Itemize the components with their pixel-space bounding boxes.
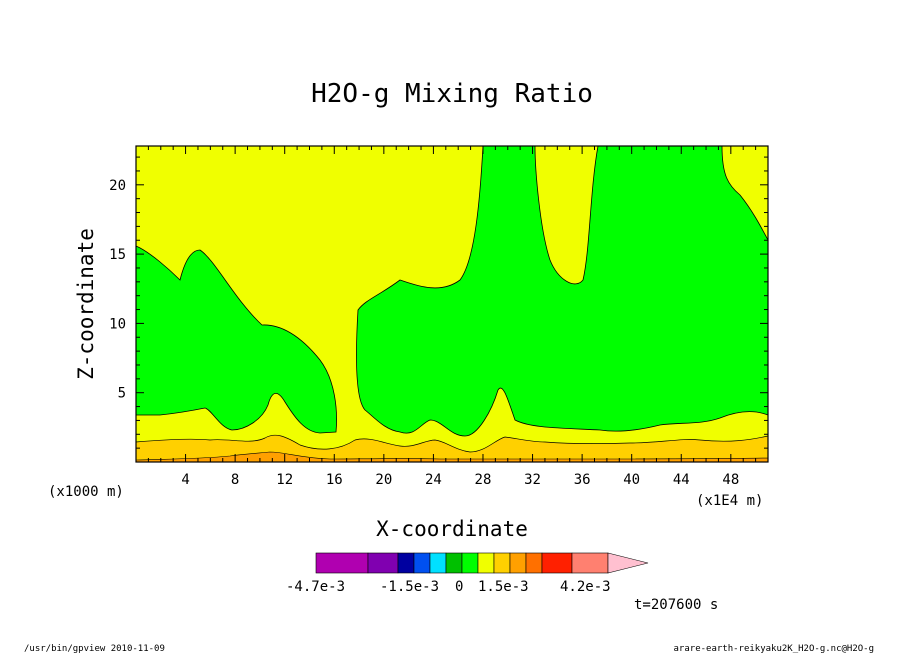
footer-right: arare-earth-reikyaku2K_H2O-g.nc@H2O-g (674, 644, 874, 654)
green-region-right (356, 145, 769, 437)
colorbar-swatch (541, 552, 573, 574)
time-label: t=207600 s (634, 597, 718, 613)
plot-frame (135, 145, 769, 463)
chart-title: H2O-g Mixing Ratio (311, 79, 593, 109)
green-region-left (135, 245, 337, 434)
x-unit-left: (x1000 m) (48, 484, 124, 500)
x-tick-label: 8 (231, 472, 239, 488)
y-axis-label: Z-coordinate (74, 228, 98, 380)
x-tick-label: 36 (574, 472, 591, 488)
colorbar-label-2: -1.5e-3 (380, 579, 439, 595)
colorbar-swatch (429, 552, 447, 574)
x-axis-label: X-coordinate (376, 517, 528, 541)
x-tick-label: 12 (276, 472, 293, 488)
colorbar (315, 552, 649, 574)
colorbar-swatch (509, 552, 527, 574)
colorbar-swatch (461, 552, 479, 574)
x-tick-label: 16 (326, 472, 343, 488)
colorbar-swatch (315, 552, 369, 574)
x-tick-label: 24 (425, 472, 442, 488)
colorbar-swatch (477, 552, 495, 574)
y-tick-label: 20 (109, 178, 126, 194)
colorbar-swatch (445, 552, 463, 574)
x-tick-label: 48 (722, 472, 739, 488)
colorbar-label-5: 4.2e-3 (560, 579, 611, 595)
x-tick-label: 32 (524, 472, 541, 488)
colorbar-label-3: 0 (455, 579, 463, 595)
x-tick-label: 20 (375, 472, 392, 488)
x-tick-label: 40 (623, 472, 640, 488)
colorbar-swatch (493, 552, 511, 574)
x-tick-label: 28 (475, 472, 492, 488)
colorbar-swatch (525, 552, 543, 574)
y-axis-ticks: 5 10 15 20 (109, 156, 768, 449)
x-tick-label: 4 (181, 472, 189, 488)
colorbar-label-4: 1.5e-3 (478, 579, 529, 595)
y-tick-label: 15 (109, 247, 126, 263)
x-unit-right: (x1E4 m) (696, 493, 763, 509)
x-tick-label: 44 (673, 472, 690, 488)
colorbar-extension-arrow (607, 552, 649, 574)
colorbar-label-1: -4.7e-3 (286, 579, 345, 595)
lower-band-2 (135, 451, 769, 463)
footer-left: /usr/bin/gpview 2010-11-09 (24, 644, 165, 654)
colorbar-swatch (367, 552, 399, 574)
colorbar-swatch (397, 552, 415, 574)
colorbar-swatch (413, 552, 431, 574)
colorbar-swatch (571, 552, 609, 574)
x-axis-ticks: 4 8 12 16 20 24 28 32 36 40 44 48 (147, 146, 769, 488)
y-tick-label: 5 (118, 386, 126, 402)
y-tick-label: 10 (109, 316, 126, 332)
